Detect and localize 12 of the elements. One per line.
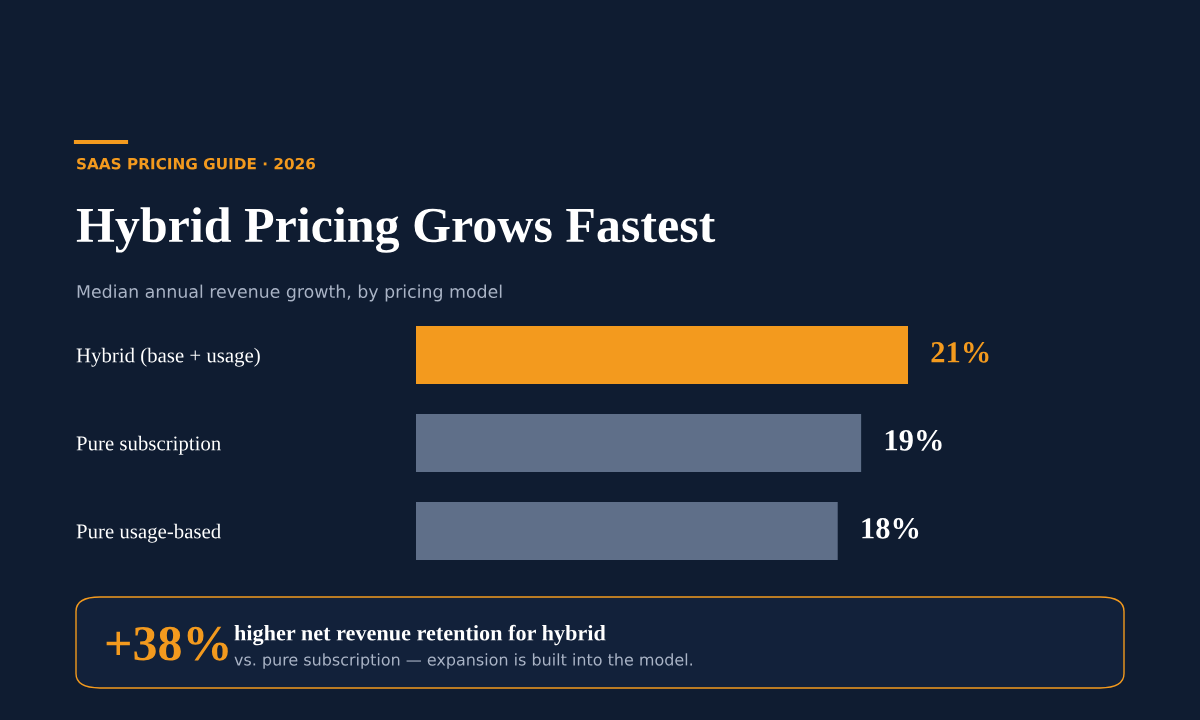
y-tick-label: Pure usage-based: [76, 523, 221, 543]
text: higher net revenue retention for hybrid: [234, 624, 606, 646]
chart-title: Hybrid Pricing Grows Fastest: [76, 207, 716, 253]
data-label: 18%: [862, 518, 919, 539]
text: +38%: [106, 626, 228, 661]
y-tick-label: Pure subscription: [76, 435, 221, 455]
y-tick-label: Hybrid (base + usage): [76, 347, 260, 367]
chart-subtitle: Median annual revenue growth, by pricing model: [77, 284, 502, 302]
data-label: 21%: [931, 342, 989, 363]
text: SAAS PRICING GUIDE · 2026: [77, 157, 316, 170]
data-label: 19%: [885, 430, 942, 451]
text: vs. pure subscription — expansion is built into the model.: [234, 653, 692, 669]
